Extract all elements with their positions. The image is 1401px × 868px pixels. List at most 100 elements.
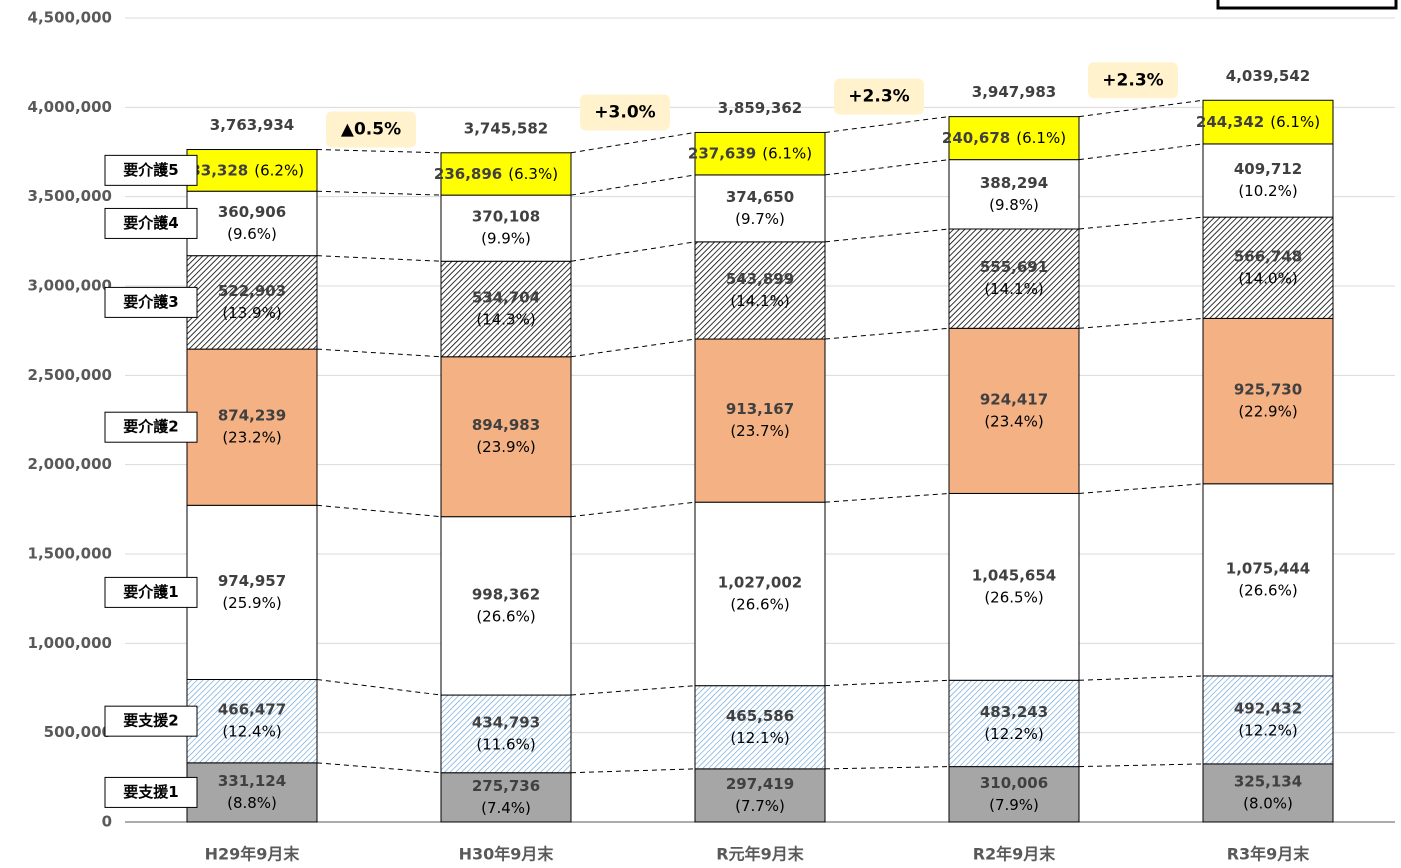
bar-segment (948, 228, 1080, 329)
bar-segment (694, 241, 826, 340)
series-name: 要介護5 (123, 161, 178, 179)
data-label: 233,328 (6.2%) (180, 161, 304, 179)
annotation: ▲0.5% (341, 120, 401, 140)
bar-segment (186, 255, 318, 350)
y-tick-label: 1,500,000 (28, 545, 112, 563)
bar-segment (694, 768, 826, 823)
bar-segment (1202, 216, 1334, 319)
bar-segment (694, 338, 826, 503)
value-label: 325,134 (1234, 772, 1302, 790)
connector (316, 678, 442, 696)
connector (1078, 216, 1204, 230)
share-label: (8.8%) (227, 794, 277, 812)
value-label: 465,586 (726, 707, 794, 725)
bar-segment (1202, 483, 1334, 677)
share-label: (6.3%) (508, 164, 558, 182)
total-label: 4,039,542 (1226, 67, 1310, 85)
connector (824, 327, 950, 340)
annotation: +2.3% (848, 87, 909, 107)
bar-segment (948, 327, 1080, 494)
value-label: 310,006 (980, 774, 1048, 792)
bar-segment (694, 174, 826, 243)
total-label: 3,745,582 (464, 119, 548, 137)
share-label: (12.1%) (730, 729, 789, 747)
share-label: (12.2%) (1238, 721, 1297, 739)
bar-segment (948, 159, 1080, 230)
bar-segment (948, 116, 1080, 161)
bar-segment (186, 762, 318, 823)
connector (570, 174, 696, 196)
data-label: 240,678 (6.1%) (942, 129, 1066, 147)
bar-segment (1202, 143, 1334, 218)
connector (316, 504, 442, 518)
share-label: (23.2%) (222, 429, 281, 447)
bar-segment (440, 152, 572, 196)
value-label: 297,419 (726, 775, 794, 793)
share-label: (8.0%) (1243, 794, 1293, 812)
x-tick-label: R3年9月末 (1227, 845, 1311, 864)
connector (570, 501, 696, 518)
connector (824, 679, 950, 687)
series-name-box (104, 411, 198, 443)
share-label: (12.2%) (984, 725, 1043, 743)
bar-segment (694, 685, 826, 770)
share-label: (14.1%) (984, 280, 1043, 298)
corner-box (1216, 0, 1398, 10)
series-name: 要介護1 (123, 583, 178, 601)
bar-segment (948, 679, 1080, 768)
bar-segment (186, 348, 318, 506)
value-label: 522,903 (218, 282, 286, 300)
y-tick-label: 0 (102, 813, 112, 831)
series-name: 要支援2 (123, 712, 178, 730)
series-name: 要介護3 (123, 293, 178, 311)
share-label: (7.7%) (735, 797, 785, 815)
value-label: 894,983 (472, 416, 540, 434)
connector (824, 116, 950, 133)
share-label: (9.7%) (735, 210, 785, 228)
annotation: +3.0% (594, 102, 655, 122)
bar-segment (186, 504, 318, 680)
value-label: 240,678 (942, 129, 1010, 147)
value-label: 331,124 (218, 772, 286, 790)
y-tick-label: 500,000 (44, 723, 112, 741)
series-name-box (104, 286, 198, 318)
share-label: (22.9%) (1238, 403, 1297, 421)
series-name-box (104, 776, 198, 808)
bar-segment (1202, 317, 1334, 485)
x-tick-label: R元年9月末 (716, 845, 804, 864)
value-label: 566,748 (1234, 247, 1302, 265)
share-label: (12.4%) (222, 723, 281, 741)
series-name: 要介護2 (123, 418, 178, 436)
bar-segment (440, 772, 572, 823)
share-label: (10.2%) (1238, 182, 1297, 200)
share-label: (9.8%) (989, 196, 1039, 214)
connector (316, 255, 442, 262)
connector (316, 348, 442, 358)
value-label: 370,108 (472, 208, 540, 226)
bar-segment (1202, 675, 1334, 765)
connector (316, 762, 442, 774)
bar-segment (440, 516, 572, 696)
value-label: 925,730 (1234, 381, 1302, 399)
annotation-box (834, 78, 924, 115)
series-name-box (104, 207, 198, 239)
value-label: 1,075,444 (1226, 559, 1310, 577)
bar-segment (186, 190, 318, 257)
x-tick-label: H30年9月末 (459, 845, 555, 864)
connector (824, 159, 950, 176)
y-tick-label: 2,000,000 (28, 455, 112, 473)
share-label: (9.6%) (227, 225, 277, 243)
bar-segment (948, 492, 1080, 681)
value-label: 360,906 (218, 203, 286, 221)
y-tick-label: 3,000,000 (28, 277, 112, 295)
bar-segment (1202, 763, 1334, 823)
value-label: 409,712 (1234, 160, 1302, 178)
total-label: 3,859,362 (718, 99, 802, 117)
total-label: 3,947,983 (972, 83, 1056, 101)
value-label: 492,432 (1234, 699, 1302, 717)
series-name-box (104, 576, 198, 608)
value-label: 237,639 (688, 144, 756, 162)
connector (570, 768, 696, 774)
bar-segment (948, 766, 1080, 823)
